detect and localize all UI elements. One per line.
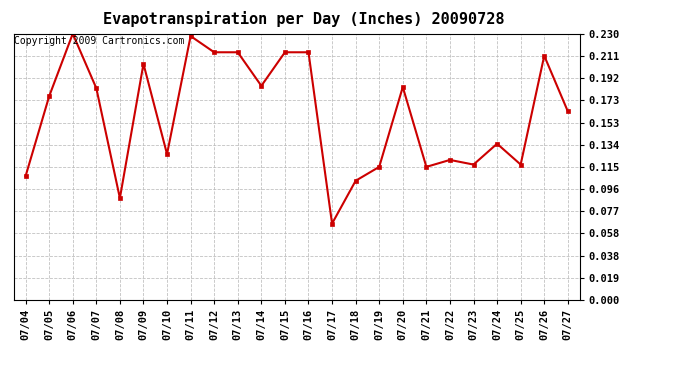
Text: Copyright 2009 Cartronics.com: Copyright 2009 Cartronics.com	[14, 36, 185, 46]
Text: Evapotranspiration per Day (Inches) 20090728: Evapotranspiration per Day (Inches) 2009…	[103, 11, 504, 27]
